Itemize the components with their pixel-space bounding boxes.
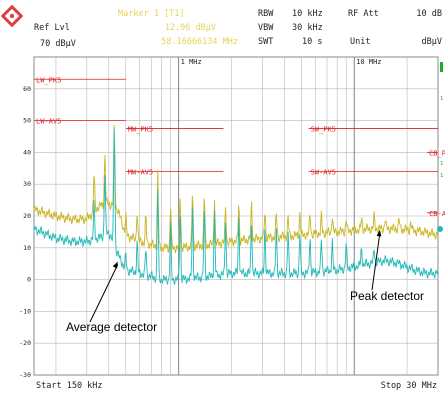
ref-level-label: Ref Lvl: [34, 23, 70, 33]
annotations: Average detector Peak detector: [66, 229, 424, 334]
limit-line-label: LW_PK5: [36, 76, 61, 84]
swt-label: SWT: [258, 37, 273, 47]
y-tick-label: 0: [27, 276, 31, 284]
annotation-label: Average detector: [66, 320, 157, 334]
limit-line-label: SW_PK5: [311, 126, 336, 134]
marker-diamond-icon: [0, 4, 24, 28]
marker-frequency: 58.16666134 MHz: [161, 37, 238, 47]
rf-att-value: 10 dB: [416, 9, 442, 19]
limit-line-label: MW_PK5: [128, 126, 153, 134]
y-tick-label: 60: [23, 85, 31, 93]
unit-label: Unit: [350, 37, 370, 47]
edge-marker-top: [440, 62, 443, 72]
edge-mark-3: 1: [440, 173, 443, 179]
limit-lines: LW_PK5 LW-AV5 MW_PK5 MW-AV5 SW_PK5 SW-AV5 CB_P…: [34, 76, 445, 218]
grid: [34, 57, 438, 375]
start-frequency: Start 150 kHz: [36, 381, 103, 391]
ref-level-value: 70 dBµV: [40, 39, 76, 49]
edge-mark-2: 1: [440, 161, 443, 167]
x-decade-labels: 1 MHz 10 MHz: [181, 58, 382, 66]
y-tick-label: -20: [19, 339, 31, 347]
annotation-arrow: [371, 232, 381, 291]
stop-frequency: Stop 30 MHz: [381, 381, 437, 391]
y-tick-label: 50: [23, 117, 31, 125]
annotation-arrow: [89, 264, 119, 323]
y-axis-ticks: 60 50 40 30 20 10 0 -10 -20 -30: [19, 85, 31, 379]
y-tick-label: -10: [19, 307, 31, 315]
swt-value: 10 s: [302, 37, 322, 47]
limit-line-label: LW-AV5: [36, 118, 61, 126]
y-tick-label: 20: [23, 212, 31, 220]
annotation-arrowhead: [112, 261, 118, 269]
rbw-value: 10 kHz: [292, 9, 323, 19]
marker-level: 12.96 dBµV: [165, 23, 216, 33]
marker-title: Marker 1 [T1]: [118, 9, 185, 19]
average-detector-trace: [33, 127, 439, 285]
x-decade-label: 10 MHz: [356, 58, 381, 66]
traces: [33, 124, 439, 285]
y-tick-label: 10: [23, 244, 31, 252]
header: Ref Lvl 70 dBµV Marker 1 [T1] 12.96 dBµV…: [34, 9, 442, 49]
vbw-value: 30 kHz: [292, 23, 323, 33]
edge-mark-1: 1: [440, 96, 443, 102]
limit-line-label: CB_PK5: [429, 149, 445, 157]
annotation-arrowhead: [376, 229, 382, 237]
y-tick-label: 30: [23, 180, 31, 188]
limit-line-label: SW-AV5: [311, 168, 336, 176]
peak-detector-trace: [33, 124, 439, 254]
annotation-label: Peak detector: [350, 289, 424, 303]
rbw-label: RBW: [258, 9, 274, 19]
unit-value: dBµV: [422, 37, 442, 47]
x-decade-label: 1 MHz: [181, 58, 202, 66]
limit-line-label: MW-AV5: [128, 168, 153, 176]
y-tick-label: 40: [23, 148, 31, 156]
limit-line-label: CB-AV5: [429, 210, 445, 218]
y-tick-label: -30: [19, 371, 31, 379]
vbw-label: VBW: [258, 23, 274, 33]
rf-att-label: RF Att: [348, 9, 379, 19]
edge-dot: [437, 226, 443, 232]
